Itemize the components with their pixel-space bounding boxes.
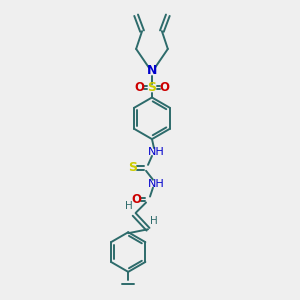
Text: O: O <box>131 193 141 206</box>
Text: H: H <box>125 202 133 212</box>
Text: O: O <box>134 81 144 94</box>
Text: S: S <box>128 161 137 174</box>
Text: H: H <box>150 216 158 226</box>
Text: O: O <box>160 81 170 94</box>
Text: NH: NH <box>148 179 164 189</box>
Text: NH: NH <box>148 147 164 157</box>
Text: S: S <box>148 81 157 94</box>
Text: N: N <box>147 64 157 77</box>
